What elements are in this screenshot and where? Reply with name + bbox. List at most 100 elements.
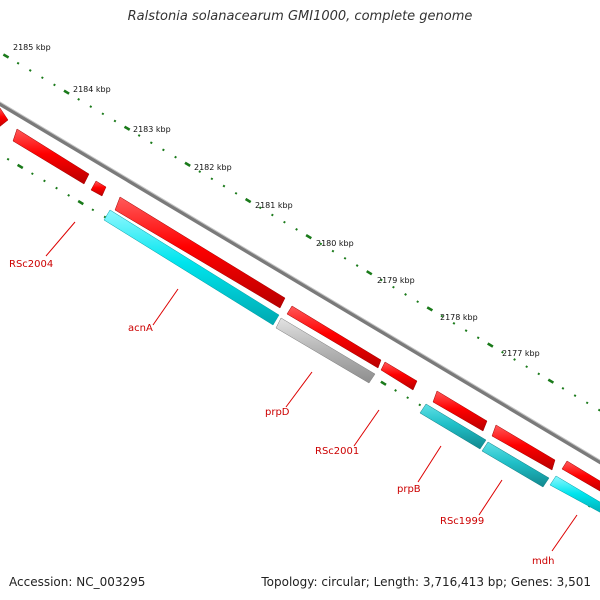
scale-label: 2177 kbp [502,349,540,358]
gene-forward[interactable] [12,128,90,185]
gene-prpD[interactable] [275,317,376,384]
minor-tick [319,242,323,246]
minor-tick [416,300,420,304]
minor-tick [476,336,480,340]
major-tick [366,270,373,276]
gene-label-acnA[interactable]: acnA [128,323,153,334]
scale-label: 2185 kbp [13,43,51,52]
scale-label: 2183 kbp [133,125,171,134]
minor-tick [406,396,410,400]
minor-tick [43,179,46,183]
major-tick [380,380,387,386]
minor-tick [16,61,20,65]
minor-tick [561,387,565,390]
minor-tick [440,314,444,318]
minor-tick [198,170,202,173]
minor-tick [452,321,456,325]
minor-tick [258,206,262,210]
gene-label-RSc2001[interactable]: RSc2001 [315,446,359,457]
gene-prpB[interactable] [419,403,487,450]
minor-tick [67,193,71,197]
major-tick [2,53,10,59]
scale-label: 2179 kbp [377,276,415,285]
major-tick [77,199,84,206]
minor-tick [210,177,214,181]
minor-tick [28,69,32,72]
gene-forward[interactable] [380,361,418,391]
gene-forward[interactable] [561,460,600,494]
gene-label-leaders [45,221,578,552]
gene-label-prpB[interactable]: prpB [397,484,421,495]
minor-tick [6,157,10,161]
minor-tick [404,293,407,296]
map-title: Ralstonia solanacearum GMI1000, complete… [127,9,473,24]
minor-tick [89,105,93,108]
major-tick [184,161,191,168]
minor-tick [162,148,165,152]
gene-label-RSc1999[interactable]: RSc1999 [440,516,484,527]
minor-tick [137,134,141,137]
minor-tick [513,358,516,361]
minor-tick [585,401,589,405]
gene-label-prpD[interactable]: prpD [265,407,290,418]
reverse-genes [103,209,600,515]
major-tick [123,125,131,131]
minor-tick [464,329,468,332]
gene-label-RSc2004[interactable]: RSc2004 [9,259,53,270]
minor-tick [149,141,153,145]
major-tick [426,306,434,312]
gene-forward[interactable] [114,196,286,309]
scale-label: 2181 kbp [255,201,293,210]
accession-text: Accession: NC_003295 [9,575,146,589]
gene-forward[interactable] [90,180,107,197]
scale-labels: 2185 kbp 2184 kbp 2183 kbp 2182 kbp 2181… [13,43,540,358]
gene-acnA[interactable] [103,209,280,326]
scale-label: 2182 kbp [194,163,232,172]
gene-RSc1999[interactable] [481,441,550,488]
gene-label-mdh[interactable]: mdh [532,556,554,567]
minor-tick [55,186,58,190]
minor-tick [53,83,56,87]
scale-label: 2180 kbp [316,239,354,248]
minor-tick [222,184,226,188]
scale-label: 2184 kbp [73,85,111,94]
minor-tick [234,191,238,195]
minor-tick [113,119,117,123]
gene-labels: RSc2004 acnA prpD RSc2001 prpB RSc1999 m… [9,259,554,567]
major-tick [63,89,70,95]
genome-backbone [0,101,600,465]
minor-tick [91,208,95,212]
minor-tick [537,372,541,376]
gene-forward[interactable] [491,424,556,471]
minor-tick [270,213,274,217]
major-tick [16,163,24,170]
scale-label: 2178 kbp [440,313,478,322]
minor-tick [394,389,397,392]
major-tick [244,197,252,204]
minor-tick [295,228,298,231]
major-tick [487,342,494,348]
minor-tick [501,350,504,354]
minor-tick [379,278,383,282]
outer-scale-ticks [2,53,600,412]
major-tick [547,378,555,384]
gene-mdh[interactable] [549,475,600,515]
minor-tick [331,249,335,253]
minor-tick [40,76,44,80]
minor-tick [174,155,177,159]
topology-text: Topology: circular; Length: 3,716,413 bp… [261,575,591,589]
gene-forward[interactable] [286,305,382,369]
minor-tick [418,403,422,407]
minor-tick [355,264,359,267]
minor-tick [343,256,347,260]
gene-forward[interactable] [0,107,9,128]
minor-tick [77,97,81,101]
minor-tick [101,112,105,116]
minor-tick [392,285,395,289]
minor-tick [525,365,529,369]
gene-forward[interactable] [432,390,488,432]
forward-genes [0,107,600,494]
minor-tick [30,172,34,176]
